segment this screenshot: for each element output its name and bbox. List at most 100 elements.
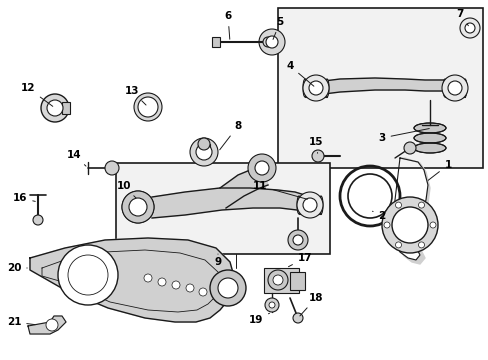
Ellipse shape	[325, 79, 328, 97]
Circle shape	[190, 138, 218, 166]
Text: 19: 19	[248, 313, 269, 325]
Circle shape	[391, 207, 427, 243]
Text: 6: 6	[224, 11, 231, 39]
Bar	[289, 272, 305, 290]
Circle shape	[459, 18, 479, 38]
Circle shape	[403, 142, 415, 154]
Circle shape	[381, 197, 437, 253]
Circle shape	[46, 319, 58, 331]
Circle shape	[122, 191, 154, 223]
Ellipse shape	[413, 143, 445, 153]
Circle shape	[122, 191, 154, 223]
Bar	[62, 102, 70, 114]
Circle shape	[292, 235, 303, 245]
Circle shape	[172, 281, 180, 289]
Circle shape	[138, 97, 158, 117]
Circle shape	[308, 81, 323, 95]
Ellipse shape	[442, 79, 446, 97]
Circle shape	[247, 154, 275, 182]
Text: 2: 2	[372, 211, 385, 221]
Circle shape	[259, 29, 285, 55]
Circle shape	[129, 198, 147, 216]
Text: 14: 14	[66, 150, 86, 166]
Circle shape	[267, 270, 287, 290]
Text: 3: 3	[378, 129, 428, 143]
Bar	[305, 79, 326, 97]
Circle shape	[158, 278, 165, 286]
Polygon shape	[220, 165, 267, 208]
Ellipse shape	[296, 196, 301, 214]
Polygon shape	[30, 238, 235, 322]
Circle shape	[418, 202, 424, 208]
Text: 15: 15	[308, 137, 323, 153]
Polygon shape	[28, 316, 66, 334]
Ellipse shape	[413, 133, 445, 143]
Bar	[128, 198, 148, 216]
Text: 18: 18	[299, 293, 323, 316]
Bar	[264, 268, 298, 293]
Circle shape	[383, 222, 389, 228]
Bar	[212, 37, 220, 47]
Circle shape	[196, 144, 212, 160]
Circle shape	[296, 192, 323, 218]
Ellipse shape	[462, 79, 466, 97]
Circle shape	[47, 100, 63, 116]
Circle shape	[303, 75, 328, 101]
Ellipse shape	[413, 123, 445, 133]
Circle shape	[198, 138, 209, 150]
Ellipse shape	[134, 93, 162, 121]
Circle shape	[303, 198, 316, 212]
Circle shape	[263, 37, 272, 47]
Ellipse shape	[303, 79, 306, 97]
Text: 7: 7	[455, 9, 468, 26]
Text: 9: 9	[214, 254, 221, 267]
Circle shape	[272, 275, 283, 285]
Circle shape	[264, 298, 279, 312]
Polygon shape	[152, 188, 309, 218]
Circle shape	[218, 278, 238, 298]
Circle shape	[447, 81, 461, 95]
Circle shape	[185, 284, 194, 292]
Polygon shape	[315, 78, 464, 100]
Circle shape	[429, 222, 435, 228]
Circle shape	[129, 198, 147, 216]
Circle shape	[292, 313, 303, 323]
Bar	[298, 196, 320, 214]
Text: 16: 16	[13, 193, 35, 203]
Ellipse shape	[318, 196, 323, 214]
Circle shape	[418, 242, 424, 248]
Ellipse shape	[146, 198, 150, 216]
Text: 4: 4	[286, 61, 313, 86]
Circle shape	[268, 302, 274, 308]
Circle shape	[395, 242, 401, 248]
Text: 10: 10	[117, 181, 136, 198]
Text: 12: 12	[20, 83, 53, 106]
Bar	[278, 8, 482, 168]
Circle shape	[41, 94, 69, 122]
Polygon shape	[391, 158, 429, 264]
Circle shape	[441, 75, 467, 101]
Text: 11: 11	[252, 181, 306, 199]
Text: 20: 20	[7, 263, 27, 273]
Circle shape	[395, 202, 401, 208]
Circle shape	[311, 150, 324, 162]
Circle shape	[33, 215, 43, 225]
Text: 21: 21	[7, 317, 35, 327]
Circle shape	[105, 161, 119, 175]
Bar	[116, 163, 329, 254]
Text: 1: 1	[427, 160, 451, 180]
Text: 13: 13	[124, 86, 146, 105]
Bar	[198, 144, 209, 152]
Circle shape	[143, 274, 152, 282]
Circle shape	[58, 245, 118, 305]
Circle shape	[199, 288, 206, 296]
Ellipse shape	[126, 198, 130, 216]
Circle shape	[254, 161, 268, 175]
Circle shape	[287, 230, 307, 250]
Circle shape	[265, 36, 278, 48]
Text: 5: 5	[272, 17, 283, 40]
Circle shape	[209, 270, 245, 306]
Circle shape	[464, 23, 474, 33]
Text: 17: 17	[288, 253, 312, 267]
Text: 8: 8	[219, 121, 241, 150]
